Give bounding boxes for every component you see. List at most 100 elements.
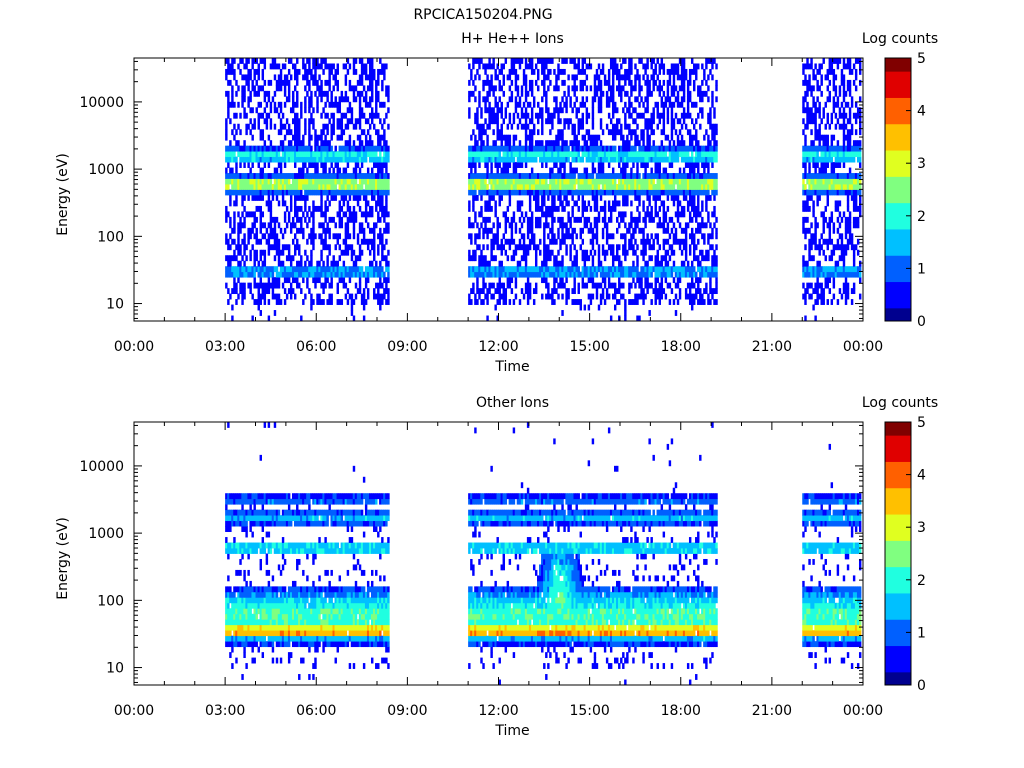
spectrogram-cell [601, 293, 605, 300]
spectrogram-cell [342, 211, 346, 218]
spectrogram-cell [233, 271, 236, 278]
spectrogram-cell [253, 118, 256, 125]
spectrogram-cell [294, 101, 297, 108]
spectrogram-cell [336, 288, 339, 295]
spectrogram-cell [381, 299, 384, 305]
spectrogram-cell [368, 74, 372, 81]
spectrogram-cell [494, 271, 497, 278]
spectrogram-cell [500, 134, 503, 141]
spectrogram-cell [239, 189, 242, 196]
spectrogram-cell [622, 58, 625, 64]
spectrogram-cell [231, 227, 234, 234]
spectrogram-cell [514, 277, 518, 284]
spectrogram-cell [249, 189, 252, 196]
spectrogram-cell [312, 216, 315, 223]
spectrogram-cell [387, 222, 390, 229]
spectrogram-cell [622, 200, 625, 207]
spectrogram-cell [646, 101, 649, 108]
spectrogram-cell [371, 211, 374, 218]
spectrogram-cell [320, 255, 323, 262]
spectrogram-cell [636, 162, 639, 168]
spectrogram-cell [338, 233, 342, 240]
spectrogram-cell [371, 167, 374, 174]
spectrogram-cell [385, 282, 388, 289]
spectrogram-cell [504, 249, 508, 256]
spectrogram-cell [253, 68, 256, 75]
spectrogram-cell [530, 216, 534, 223]
spectrogram-cell [506, 178, 510, 185]
spectrogram-cell [618, 315, 621, 322]
spectrogram-cell [670, 151, 674, 158]
spectrogram-cell [557, 134, 560, 141]
spectrogram-cell [498, 173, 501, 179]
spectrogram-cell [670, 134, 674, 141]
spectrogram-cell [644, 238, 647, 245]
spectrogram-cell [243, 238, 246, 245]
spectrogram-cell [693, 266, 696, 273]
spectrogram-cell [249, 74, 252, 81]
spectrogram-cell [302, 167, 305, 174]
spectrogram-cell [237, 238, 240, 245]
spectrogram-cell [249, 271, 252, 278]
spectrogram-cell [695, 205, 698, 212]
spectrogram-cell [233, 101, 236, 108]
spectrogram-cell [360, 107, 364, 114]
spectrogram-cell [283, 134, 287, 141]
spectrogram-cell [534, 140, 538, 147]
spectrogram-cell [695, 118, 698, 125]
spectrogram-cell [559, 162, 562, 168]
spectrogram-cell [561, 233, 564, 240]
spectrogram-cell [302, 173, 305, 179]
spectrogram-cell [229, 140, 232, 147]
spectrogram-cell [559, 260, 562, 267]
spectrogram-cell [316, 189, 319, 196]
spectrogram-cell [508, 74, 512, 81]
spectrogram-cell [352, 266, 356, 273]
spectrogram-cell [695, 277, 698, 284]
spectrogram-cell [648, 194, 651, 201]
spectrogram-cell [545, 173, 548, 179]
spectrogram-cell [476, 184, 479, 190]
spectrogram-cell [626, 156, 629, 163]
spectrogram-cell [508, 222, 512, 229]
spectrogram-cell [593, 200, 597, 207]
spectrogram-cell [624, 118, 627, 125]
spectrogram-cell [304, 260, 307, 267]
spectrogram-cell [304, 200, 307, 207]
spectrogram-cell [249, 178, 252, 185]
spectrogram-cell [605, 173, 609, 179]
spectrogram-cell [504, 173, 508, 179]
spectrogram-cell [573, 277, 576, 284]
spectrogram-cell [688, 233, 692, 240]
spectrogram-cell [620, 271, 623, 278]
spectrogram-cell [302, 227, 305, 234]
spectrogram-cell [569, 173, 572, 179]
spectrogram-cell [229, 222, 232, 229]
spectrogram-cell [334, 194, 337, 201]
spectrogram-cell [534, 260, 538, 267]
spectrogram-cell [488, 107, 491, 114]
spectrogram-cell [271, 156, 275, 163]
spectrogram-cell [532, 189, 536, 196]
spectrogram-cell [636, 184, 639, 190]
spectrogram-cell [581, 255, 585, 262]
spectrogram-cell [251, 227, 254, 234]
spectrogram-cell [688, 162, 692, 168]
spectrogram-cell [593, 222, 597, 229]
spectrogram-cell [695, 178, 698, 185]
spectrogram-cell [597, 96, 601, 103]
spectrogram-cell [611, 145, 615, 152]
spectrogram-cell [508, 282, 512, 289]
spectrogram-cell [636, 299, 639, 305]
spectrogram-cell [510, 68, 514, 75]
spectrogram-cell [352, 189, 356, 196]
spectrogram-cell [298, 205, 301, 212]
spectrogram-cell [302, 178, 305, 185]
spectrogram-cell [251, 79, 254, 86]
spectrogram-cell [522, 189, 526, 196]
spectrogram-cell [257, 266, 260, 273]
spectrogram-cell [648, 123, 651, 130]
spectrogram-cell [634, 145, 637, 152]
spectrogram-cell [589, 178, 593, 185]
spectrogram-cell [243, 249, 246, 256]
